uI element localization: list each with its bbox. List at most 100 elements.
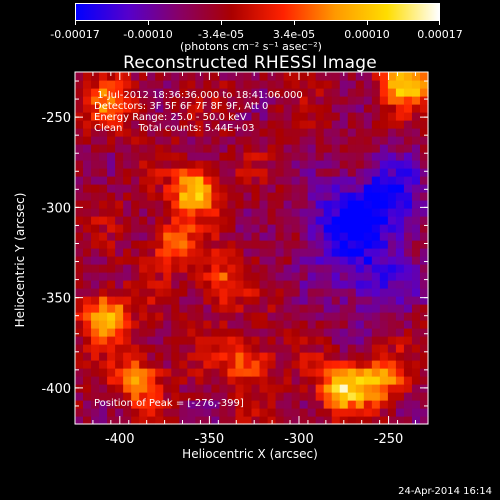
heatmap-cell <box>251 200 261 209</box>
heatmap-cell <box>163 152 172 161</box>
heatmap-cell <box>83 296 92 305</box>
heatmap-cell <box>107 264 116 273</box>
heatmap-cell <box>147 152 156 161</box>
heatmap-cell <box>83 352 92 361</box>
heatmap-cell <box>91 184 100 193</box>
heatmap-cell <box>235 224 245 233</box>
heatmap-cell <box>219 120 229 129</box>
heatmap-cell <box>243 128 253 137</box>
heatmap-cell <box>315 368 325 377</box>
heatmap-cell <box>339 248 349 257</box>
heatmap-cell <box>99 128 108 137</box>
heatmap-cell <box>203 256 212 265</box>
heatmap-cell <box>379 304 389 313</box>
heatmap-cell <box>387 376 397 385</box>
heatmap-cell <box>187 184 196 193</box>
heatmap-cell <box>235 408 245 417</box>
heatmap-cell <box>331 352 341 361</box>
heatmap-cell <box>267 368 277 377</box>
heatmap-cell <box>155 152 164 161</box>
heatmap-cell <box>323 256 333 265</box>
heatmap-cell <box>123 200 132 209</box>
heatmap-cell <box>419 72 429 81</box>
heatmap-cell <box>283 280 293 289</box>
heatmap-cell <box>131 344 140 353</box>
heatmap-cell <box>179 272 188 281</box>
heatmap-cell <box>179 216 188 225</box>
heatmap-cell <box>299 128 309 137</box>
heatmap-cell <box>147 128 156 137</box>
heatmap-cell <box>371 104 381 113</box>
heatmap-cell <box>403 256 413 265</box>
heatmap-cell <box>211 120 221 129</box>
heatmap-cell <box>355 72 365 81</box>
heatmap-cell <box>323 416 333 425</box>
heatmap-cell <box>283 72 293 81</box>
heatmap-cell <box>187 216 196 225</box>
heatmap-cell <box>315 304 325 313</box>
heatmap-cell <box>395 88 405 97</box>
heatmap-cell <box>171 112 180 121</box>
heatmap-cell <box>259 296 269 305</box>
heatmap-cell <box>195 408 204 417</box>
heatmap-cell <box>267 304 277 313</box>
heatmap-cell <box>419 160 429 169</box>
heatmap-cell <box>99 408 108 417</box>
heatmap-cell <box>163 120 172 129</box>
heatmap-cell <box>195 384 204 393</box>
heatmap-cell <box>155 104 164 113</box>
heatmap-cell <box>419 288 429 297</box>
heatmap-cell <box>403 320 413 329</box>
heatmap-cell <box>211 80 221 89</box>
heatmap-cell <box>211 360 221 369</box>
heatmap-cell <box>283 400 293 409</box>
heatmap-cell <box>211 128 221 137</box>
heatmap-cell <box>195 288 204 297</box>
heatmap-cell <box>83 96 92 105</box>
heatmap-cell <box>291 208 301 217</box>
heatmap-cell <box>283 112 293 121</box>
heatmap-cell <box>259 128 269 137</box>
heatmap-cell <box>83 328 92 337</box>
heatmap-cell <box>379 168 389 177</box>
heatmap-cell <box>251 232 261 241</box>
heatmap-cell <box>379 296 389 305</box>
heatmap-cell <box>107 136 116 145</box>
heatmap-cell <box>299 200 309 209</box>
heatmap-cell <box>139 376 148 385</box>
heatmap-cell <box>355 264 365 273</box>
heatmap-cell <box>339 320 349 329</box>
heatmap-cell <box>259 328 269 337</box>
heatmap-cell <box>195 128 204 137</box>
heatmap-cell <box>171 352 180 361</box>
heatmap-cell <box>219 328 229 337</box>
heatmap-cell <box>115 184 124 193</box>
heatmap-cell <box>347 168 357 177</box>
heatmap-cell <box>227 264 237 273</box>
heatmap-cell <box>131 128 140 137</box>
heatmap-cell <box>355 184 365 193</box>
heatmap-cell <box>419 200 429 209</box>
heatmap-cell <box>91 104 100 113</box>
heatmap-cell <box>323 240 333 249</box>
heatmap-cell <box>203 232 212 241</box>
heatmap-cell <box>299 88 309 97</box>
heatmap-cell <box>251 96 261 105</box>
heatmap-cell <box>187 152 196 161</box>
heatmap-cell <box>107 408 116 417</box>
heatmap-cell <box>131 216 140 225</box>
heatmap-cell <box>171 136 180 145</box>
heatmap-cell <box>371 320 381 329</box>
heatmap-cell <box>147 320 156 329</box>
heatmap-cell <box>251 368 261 377</box>
heatmap-cell <box>259 144 269 153</box>
heatmap-cell <box>299 160 309 169</box>
heatmap-cell <box>251 136 261 145</box>
heatmap-cell <box>379 104 389 113</box>
heatmap-cell <box>75 360 84 369</box>
heatmap-cell <box>235 296 245 305</box>
heatmap-cell <box>355 352 365 361</box>
heatmap-cell <box>227 184 237 193</box>
heatmap-cell <box>203 320 212 329</box>
heatmap-cell <box>91 200 100 209</box>
